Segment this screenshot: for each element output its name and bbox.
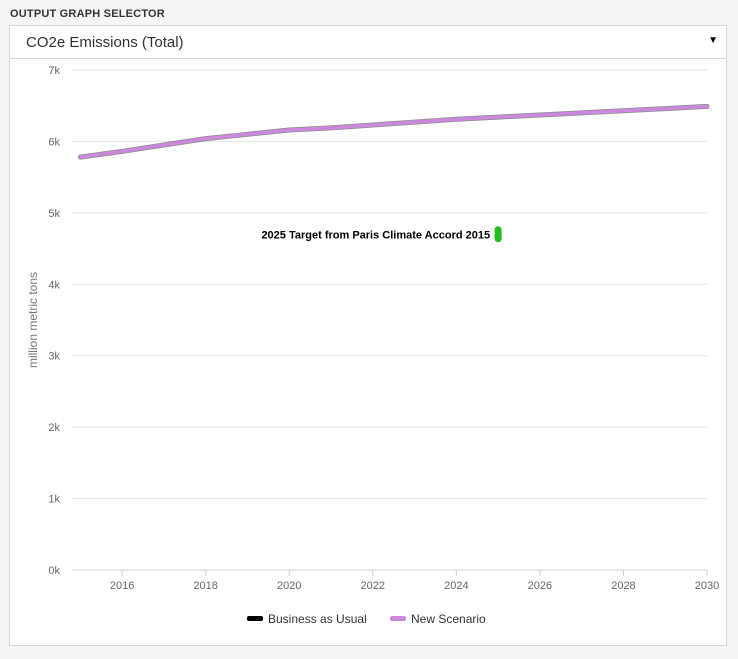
x-tick-label: 2020	[277, 580, 301, 592]
y-tick-label: 1k	[48, 494, 60, 506]
caret-down-icon[interactable]: ▼	[708, 35, 718, 46]
x-tick-label: 2018	[193, 580, 217, 592]
emissions-line-chart: 0k 1k 2k 3k 4k 5k 6k 7k 2016 2018 2020 2022 2024 2026…	[26, 65, 719, 626]
target-label: 2025 Target from Paris Climate Accord 20…	[261, 229, 490, 241]
output-graph-select[interactable]: CO2e Emissions (Total) ▼	[9, 25, 727, 59]
target-marker	[494, 226, 502, 243]
axis-layer: 0k 1k 2k 3k 4k 5k 6k 7k 2016 2018 2020 2022 2024 2026…	[26, 65, 719, 592]
legend-label: Business as Usual	[268, 612, 367, 626]
x-tick-label: 2024	[444, 580, 468, 592]
legend-swatch	[247, 616, 263, 621]
legend-swatch	[390, 616, 406, 621]
y-tick-label: 7k	[48, 65, 60, 77]
chart-container: 0k 1k 2k 3k 4k 5k 6k 7k 2016 2018 2020 2022 2024 2026…	[9, 59, 727, 646]
legend-layer: Business as Usual New Scenario	[247, 612, 486, 626]
series-line-new-scenario	[78, 104, 709, 159]
series-layer	[77, 103, 710, 160]
y-tick-label: 5k	[48, 208, 60, 220]
series-line-business-as-usual	[77, 103, 710, 160]
y-axis-label: million metric tons	[26, 272, 40, 368]
legend-label: New Scenario	[411, 612, 486, 626]
section-title: OUTPUT GRAPH SELECTOR	[10, 8, 165, 20]
x-tick-label: 2022	[361, 580, 385, 592]
x-tick-label: 2028	[611, 580, 635, 592]
y-tick-label: 0k	[48, 565, 60, 577]
y-tick-label: 2k	[48, 422, 60, 434]
selected-graph-value: CO2e Emissions (Total)	[26, 33, 184, 51]
x-tick-label: 2026	[528, 580, 552, 592]
x-tick-label: 2016	[110, 580, 134, 592]
y-tick-label: 3k	[48, 351, 60, 363]
x-tick-label: 2030	[695, 580, 719, 592]
annotation-layer: 2025 Target from Paris Climate Accord 20…	[261, 226, 502, 243]
y-tick-label: 4k	[48, 279, 60, 291]
y-tick-label: 6k	[48, 136, 60, 148]
